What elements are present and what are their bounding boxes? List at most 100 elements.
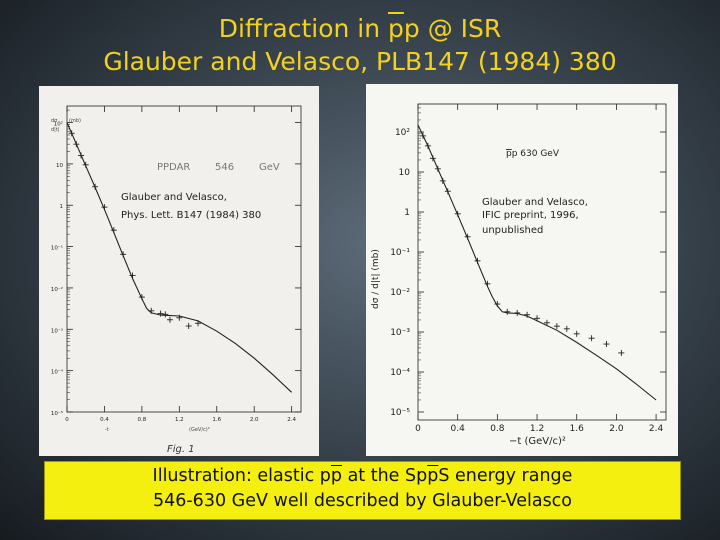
data-point	[573, 330, 580, 337]
y-tick-label: 10⁻¹	[390, 248, 410, 258]
panel-label-antiproton: p	[506, 149, 512, 159]
x-tick-label: 2.4	[287, 417, 296, 423]
ylabel-unit: (mb)	[69, 118, 81, 124]
data-point	[534, 315, 541, 322]
xlabel-unit: (GeV/c)²	[189, 427, 210, 433]
data-point	[434, 165, 441, 172]
y-tick-label: 1	[404, 208, 410, 218]
y-tick-label: 10⁻³	[390, 328, 410, 338]
y-tick-label: 10⁻²	[390, 288, 410, 298]
caption-box: Illustration: elastic pp at the SppS ene…	[44, 461, 681, 520]
panel-label-energy: 546	[215, 162, 234, 173]
x-tick-label: 0.4	[451, 424, 466, 434]
data-point	[110, 227, 117, 234]
data-point	[166, 316, 173, 323]
plot-630-svg: pp 630 GeV Glauber and Velasco, IFIC pre…	[371, 103, 667, 447]
plot-frame	[66, 105, 302, 413]
data-point	[92, 183, 99, 190]
data-point	[603, 341, 610, 348]
data-point	[195, 320, 202, 327]
x-tick-label: 2.4	[649, 424, 664, 434]
plot-panel-546: dσ d|t| (mb) PPDAR 546 GeV Glauber and V…	[39, 86, 319, 456]
data-point	[514, 309, 521, 316]
ylabel: dσ / d|t| (mb)	[371, 249, 381, 309]
y-tick-label: 10⁻⁴	[51, 369, 64, 376]
title-line-1: Diffraction in pp @ ISR	[0, 14, 720, 44]
plot-frame	[417, 103, 667, 421]
caption-line-2: 546-630 GeV well described by Glauber-Ve…	[152, 491, 573, 511]
x-tick-label: 1.6	[570, 424, 585, 434]
annotation-line-3: unpublished	[482, 225, 543, 236]
x-tick-label: 2.0	[609, 424, 624, 434]
data-point	[176, 314, 183, 321]
data-point	[553, 323, 560, 330]
y-tick-label: 10⁻⁴	[390, 368, 410, 378]
data-point	[419, 132, 426, 139]
x-tick-label: 0.8	[490, 424, 505, 434]
annotation-line-1: Glauber and Velasco,	[121, 192, 227, 203]
data-point	[543, 319, 550, 326]
data-point	[157, 310, 164, 317]
xlabel: −t (GeV/c)²	[509, 436, 566, 447]
data-point	[588, 335, 595, 342]
x-tick-label: 0.8	[138, 417, 147, 423]
data-point	[494, 301, 501, 308]
caption-text-a: Illustration: elastic p	[152, 466, 331, 486]
caption-antiproton-1: p	[330, 466, 342, 486]
data-point	[185, 323, 192, 330]
x-tick-label: 0	[65, 417, 69, 423]
title-text: Diffraction in	[218, 14, 389, 43]
x-tick-label: 0	[415, 424, 421, 434]
caption-text-c: at the Sp	[342, 466, 428, 486]
y-tick-label: 10⁻¹	[51, 245, 63, 252]
panel-label-unit: GeV	[259, 162, 280, 173]
plot-panel-630: pp 630 GeV Glauber and Velasco, IFIC pre…	[366, 84, 678, 456]
y-tick-label: 10	[56, 163, 63, 169]
x-tick-label: 0.4	[100, 417, 109, 423]
data-point	[68, 130, 75, 137]
panel-label: pp 630 GeV	[506, 149, 560, 159]
data-point	[474, 257, 481, 264]
data-point	[148, 307, 155, 314]
y-tick-label: 10⁻²	[51, 286, 63, 293]
data-point	[120, 251, 127, 258]
data-point	[429, 155, 436, 162]
data-point	[129, 272, 136, 279]
annotation-line-2: Phys. Lett. B147 (1984) 380	[121, 210, 261, 221]
annotation-line-1: Glauber and Velasco,	[482, 197, 588, 208]
data-point	[504, 308, 511, 315]
y-tick-label: 10⁻⁵	[390, 408, 410, 418]
data-point	[101, 204, 108, 211]
plot-546-svg: dσ d|t| (mb) PPDAR 546 GeV Glauber and V…	[51, 105, 302, 455]
data-point	[73, 141, 80, 148]
data-point	[444, 188, 451, 195]
data-point	[524, 311, 531, 318]
panel-label-rest: p 630 GeV	[512, 149, 560, 159]
caption-antiproton-2: p	[427, 466, 439, 486]
xlabel: -t	[105, 427, 109, 433]
y-tick-label: 10	[399, 168, 411, 178]
y-tick-label: 10²	[54, 121, 63, 128]
data-point	[484, 280, 491, 287]
x-tick-label: 1.2	[175, 417, 184, 423]
caption-line-1: Illustration: elastic pp at the SppS ene…	[45, 466, 680, 486]
y-tick-label: 1	[60, 204, 64, 210]
ylabel-top1: dσ	[51, 118, 58, 124]
data-point	[138, 294, 145, 301]
data-point	[618, 349, 625, 356]
data-point	[78, 152, 85, 159]
data-point	[439, 177, 446, 184]
data-point	[563, 325, 570, 332]
panel-label-left: PPDAR	[157, 162, 190, 173]
title-antiproton: p	[388, 14, 404, 43]
theory-curve	[417, 124, 657, 401]
annotation-line-2: IFIC preprint, 1996,	[482, 210, 579, 221]
figure-label: Fig. 1	[167, 444, 195, 455]
title-line-2: Glauber and Velasco, PLB147 (1984) 380	[103, 47, 617, 76]
x-tick-label: 2.0	[250, 417, 259, 423]
caption-text-e: S energy range	[438, 466, 573, 486]
y-tick-label: 10⁻³	[51, 327, 63, 334]
data-point	[464, 233, 471, 240]
data-point	[82, 161, 89, 168]
x-tick-label: 1.6	[212, 417, 221, 423]
